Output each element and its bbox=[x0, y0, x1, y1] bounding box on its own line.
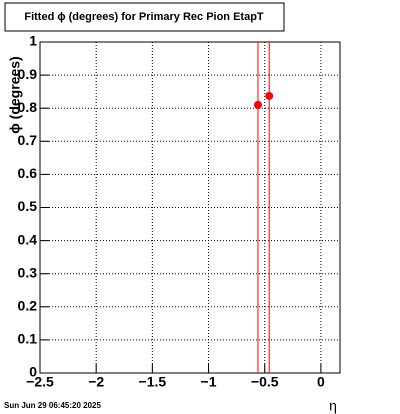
x-tick-label: −1 bbox=[201, 374, 217, 390]
y-tick-label: 0.2 bbox=[18, 298, 38, 314]
x-tick-label: −2 bbox=[88, 374, 104, 390]
title-box bbox=[4, 2, 285, 32]
y-tick-label: 0.7 bbox=[18, 132, 38, 148]
y-tick-label: 0.9 bbox=[18, 66, 38, 82]
point bbox=[265, 91, 274, 100]
y-tick-label: 0.3 bbox=[18, 264, 38, 280]
x-tick-label: −1.5 bbox=[139, 374, 167, 390]
y-tick-label: 0.8 bbox=[18, 99, 38, 115]
y-tick-label: 1 bbox=[29, 33, 37, 49]
y-tick-label: 0.4 bbox=[18, 231, 38, 247]
y-axis-label: ϕ (degrees) bbox=[7, 56, 23, 133]
chart-title: Fitted ϕ (degrees) for Primary Rec Pion … bbox=[24, 11, 264, 23]
x-tick-label: −0.5 bbox=[251, 374, 279, 390]
y-tick-label: 0.6 bbox=[18, 165, 38, 181]
x-tick-label: 0 bbox=[317, 374, 325, 390]
x-axis-label: η bbox=[329, 398, 337, 414]
y-tick-label: 0 bbox=[29, 364, 37, 380]
footer: Sun Jun 29 06:45:20 2025 bbox=[4, 401, 101, 410]
x-tick-label: −2.5 bbox=[26, 374, 54, 390]
y-tick-label: 0.5 bbox=[18, 198, 38, 214]
y-tick-label: 0.1 bbox=[18, 331, 38, 347]
point bbox=[253, 100, 262, 109]
